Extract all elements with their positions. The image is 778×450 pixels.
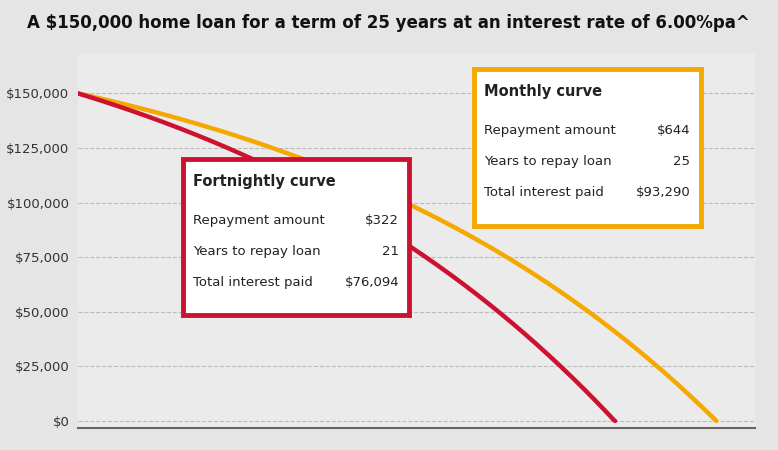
Text: $93,290: $93,290 xyxy=(636,186,690,199)
Text: Monthly curve: Monthly curve xyxy=(484,84,602,99)
Text: Years to repay loan: Years to repay loan xyxy=(484,155,612,168)
FancyBboxPatch shape xyxy=(183,158,409,315)
Text: A $150,000 home loan for a term of 25 years at an interest rate of 6.00%pa^: A $150,000 home loan for a term of 25 ye… xyxy=(27,14,750,32)
Text: Total interest paid: Total interest paid xyxy=(484,186,604,199)
FancyBboxPatch shape xyxy=(474,69,700,226)
Text: $644: $644 xyxy=(657,124,690,137)
Text: 21: 21 xyxy=(382,245,399,258)
Text: Repayment amount: Repayment amount xyxy=(193,214,324,227)
Text: $76,094: $76,094 xyxy=(345,276,399,289)
Text: Fortnightly curve: Fortnightly curve xyxy=(193,174,335,189)
Text: Total interest paid: Total interest paid xyxy=(193,276,313,289)
Text: 25: 25 xyxy=(673,155,690,168)
Text: $322: $322 xyxy=(366,214,399,227)
Text: Years to repay loan: Years to repay loan xyxy=(193,245,321,258)
Text: Repayment amount: Repayment amount xyxy=(484,124,615,137)
